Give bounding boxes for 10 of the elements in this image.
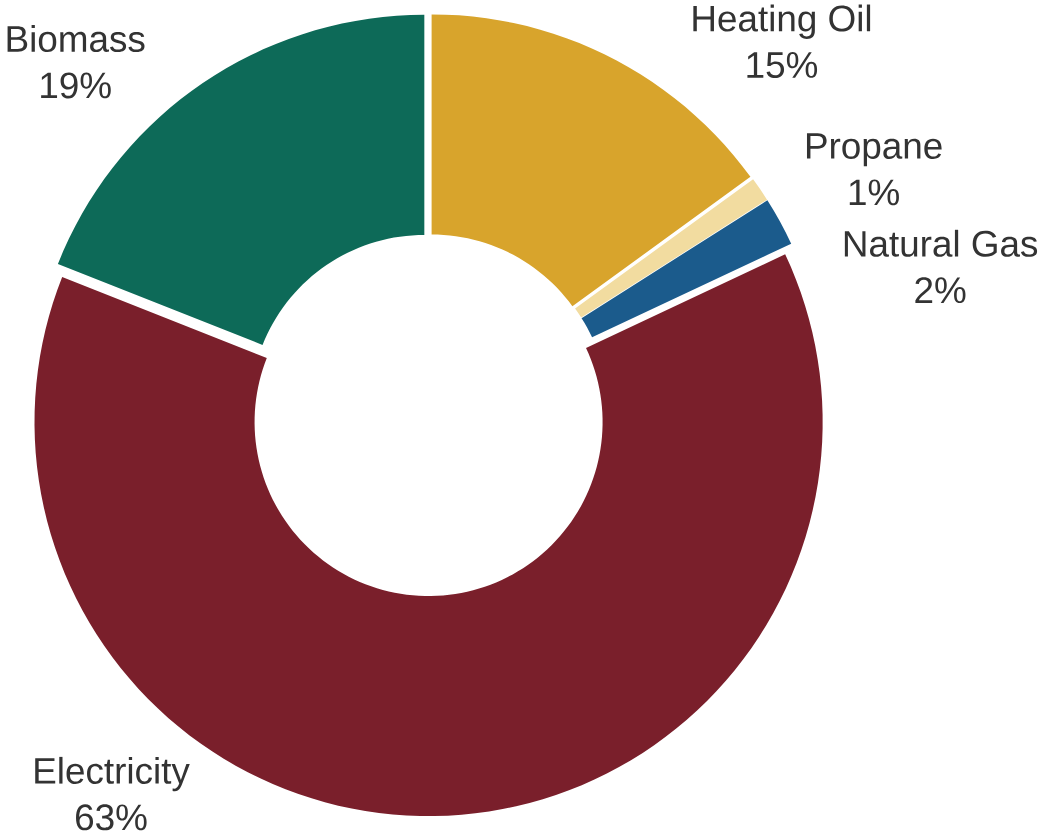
data-label: 19% [41, 72, 111, 99]
slice-label: Electricity [35, 756, 190, 792]
slice-label: Propane [806, 133, 942, 167]
data-label: 63% [76, 804, 147, 831]
data-label: 15% [747, 52, 818, 79]
slice-label: Heating Oil [693, 4, 871, 39]
slice-label: Biomass [7, 25, 145, 53]
slice-label: Natural Gas [844, 229, 1038, 257]
data-label: 1% [849, 179, 899, 206]
data-label: 2% [915, 277, 966, 304]
